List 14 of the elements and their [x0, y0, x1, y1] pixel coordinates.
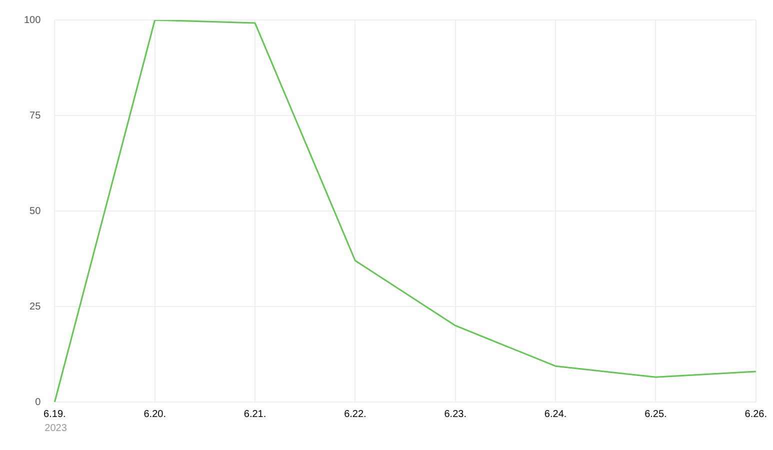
x-tick-label: 6.22.	[344, 408, 366, 420]
x-tick-label: 6.24.	[544, 408, 567, 420]
x-tick-label: 6.26.	[744, 408, 768, 420]
y-tick-label: 75	[30, 110, 42, 122]
y-tick-label: 0	[35, 396, 42, 408]
y-tick-label: 100	[24, 14, 42, 26]
x-tick-label: 6.25.	[644, 408, 667, 420]
x-tick-label: 6.23.	[444, 408, 466, 420]
x-tick-label: 6.21.	[244, 408, 266, 420]
text: 2023	[44, 422, 68, 434]
y-tick-label: 25	[30, 301, 42, 312]
x-tick-label: 6.20.	[144, 408, 166, 420]
x-tick-label: 6.19.	[44, 408, 66, 420]
y-tick-label: 50	[30, 206, 42, 217]
